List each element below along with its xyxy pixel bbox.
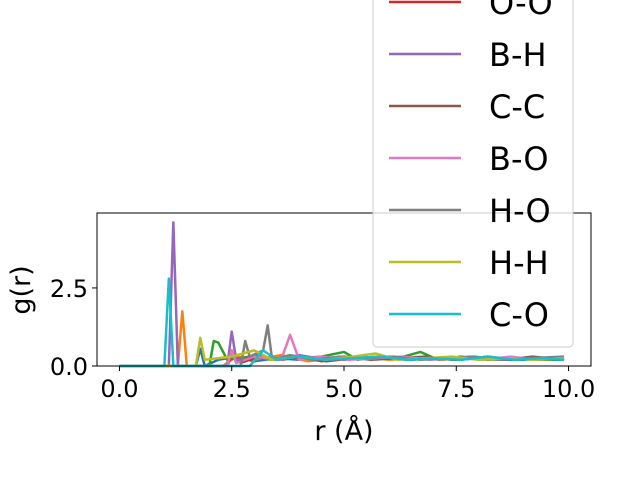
x-tick-label: 5.0: [325, 375, 363, 403]
legend-label: H-H: [489, 244, 549, 282]
y-axis-label: g(r): [6, 265, 37, 314]
legend-frame: [372, 0, 574, 348]
plot-area: [119, 221, 565, 368]
legend-label: C-O: [489, 296, 549, 334]
x-tick-label: 2.5: [213, 375, 251, 403]
x-tick-label: 0.0: [100, 375, 138, 403]
legend: O-O B-H C-C B-O H-O H-H C-O: [372, 0, 574, 348]
y-tick-label: 0.0: [50, 353, 88, 381]
legend-label: B-O: [489, 140, 549, 178]
data-line: [119, 277, 565, 368]
x-axis-label: r (Å): [314, 415, 373, 447]
x-tick-label: 7.5: [437, 375, 475, 403]
axes: 0.0 2.5 5.0 7.5 10.0 0.0 2.5: [50, 275, 595, 403]
legend-label: O-O: [489, 0, 553, 22]
legend-label: H-O: [489, 192, 551, 230]
y-tick-label: 2.5: [50, 275, 88, 303]
legend-label: B-H: [489, 36, 547, 74]
x-tick-label: 10.0: [542, 375, 595, 403]
legend-label: C-C: [489, 88, 545, 126]
